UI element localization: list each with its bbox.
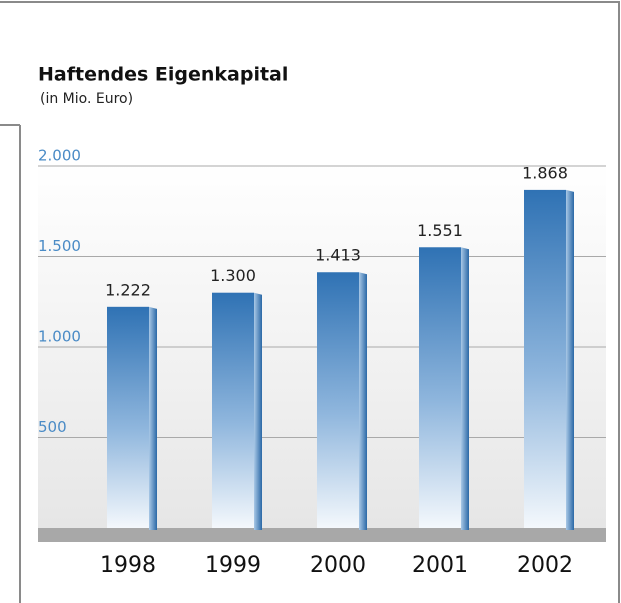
bar-front	[317, 272, 359, 528]
y-tick-label: 500	[38, 418, 67, 436]
bar-side	[359, 272, 367, 530]
bar-front	[107, 306, 149, 528]
chart-title: Haftendes Eigenkapital	[38, 64, 288, 86]
y-tick-label: 2.000	[38, 147, 81, 165]
bar-side	[149, 306, 157, 530]
bar-front	[524, 189, 566, 528]
x-tick-label: 2001	[412, 553, 468, 578]
x-tick-label: 1999	[205, 553, 261, 578]
bar-side	[566, 189, 574, 530]
bar-side	[461, 247, 469, 531]
bar	[317, 272, 367, 530]
value-label: 1.413	[315, 246, 361, 265]
y-tick-label: 1.500	[38, 237, 81, 255]
bar	[212, 292, 262, 530]
value-label: 1.222	[105, 280, 151, 299]
bar-front	[212, 292, 254, 528]
bar-front	[419, 247, 461, 529]
value-label: 1.300	[210, 266, 256, 285]
x-tick-label: 1998	[100, 553, 156, 578]
x-tick-label: 2000	[310, 553, 366, 578]
x-tick-label: 2002	[517, 553, 573, 578]
chart-subtitle: (in Mio. Euro)	[40, 91, 133, 107]
value-label: 1.868	[522, 163, 568, 182]
floor	[38, 528, 606, 542]
bar	[524, 189, 574, 530]
bar	[419, 247, 469, 531]
bar-side	[254, 292, 262, 530]
bar	[107, 306, 157, 530]
value-label: 1.551	[417, 221, 463, 240]
y-tick-label: 1.000	[38, 328, 81, 346]
